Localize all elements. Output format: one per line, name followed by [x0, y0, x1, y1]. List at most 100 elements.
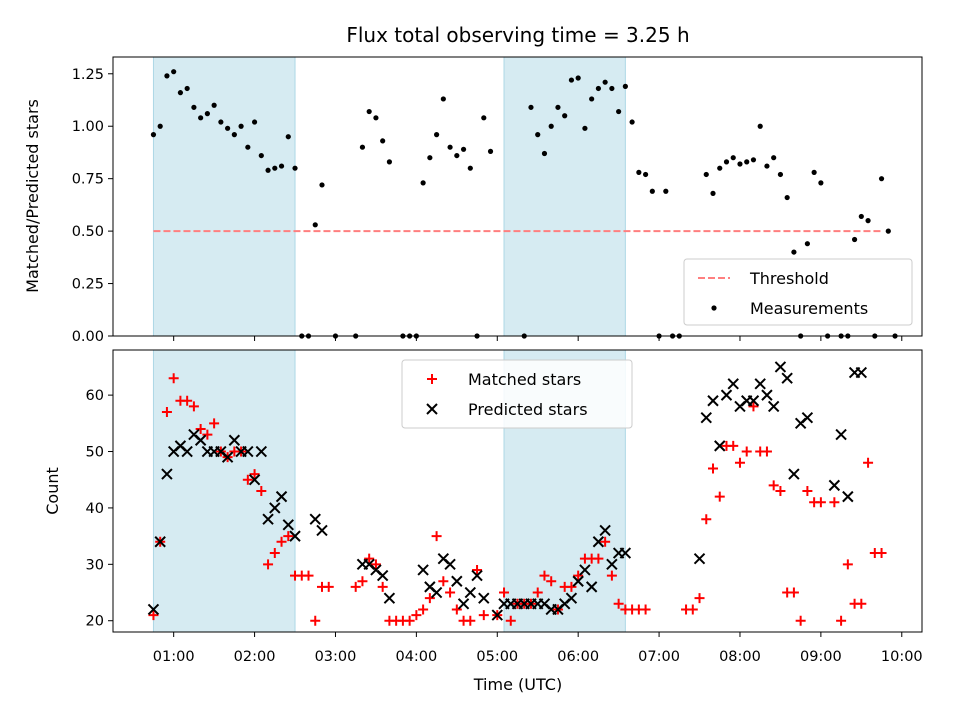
- predicted-star-point: [693, 552, 706, 565]
- predicted-star-point: [309, 513, 321, 525]
- observing-window-span: [503, 56, 626, 337]
- measurement-point: [744, 159, 750, 165]
- matched-star-point: [465, 615, 476, 626]
- predicted-star-point: [727, 378, 739, 390]
- ratio-legend: Threshold Measurements: [683, 258, 913, 326]
- matched-star-point: [249, 469, 260, 480]
- measurement-point: [791, 249, 797, 255]
- measurement-point: [150, 132, 157, 138]
- ratio-y-axis-label: Matched/Predicted stars: [23, 99, 42, 293]
- ratio-y-ticks: 0.00 0.25 0.50 0.75 1.00 1.25: [72, 67, 113, 345]
- measurement-point: [609, 85, 615, 92]
- matched-star-point: [863, 457, 874, 468]
- ratio-plot: 0.00 0.25 0.50 0.75 1.00 1.25 Matched/Predict…: [23, 56, 923, 345]
- predicted-star-point: [457, 598, 470, 610]
- predicted-star-point: [464, 586, 477, 599]
- measurement-point: [737, 161, 743, 167]
- matched-star-point: [472, 564, 483, 575]
- matched-star-point: [499, 587, 510, 598]
- predicted-star-point: [585, 581, 598, 593]
- measurement-point: [562, 113, 568, 119]
- measurement-point: [858, 213, 864, 220]
- measurement-point: [771, 155, 777, 161]
- matched-star-point: [269, 548, 280, 559]
- y-tick-label: 0.75: [72, 172, 104, 188]
- matched-star-point: [323, 581, 334, 592]
- matched-star-point: [829, 497, 840, 508]
- matched-star-point: [546, 576, 557, 587]
- matched-star-point: [708, 463, 719, 474]
- legend-label: Measurements: [750, 299, 868, 318]
- predicted-star-point: [430, 586, 443, 599]
- matched-star-point: [802, 486, 813, 496]
- predicted-star-point: [774, 361, 787, 373]
- predicted-star-point: [275, 490, 288, 503]
- matched-star-point: [876, 548, 887, 559]
- measurement-point: [885, 228, 891, 234]
- matched-star-point: [687, 604, 698, 615]
- matched-star-point: [788, 587, 799, 598]
- measurement-point: [629, 119, 635, 125]
- y-tick-label: 0.50: [72, 224, 104, 240]
- measurement-point: [434, 132, 440, 138]
- matched-star-point: [242, 474, 253, 485]
- figure-title: Flux total observing time = 3.25 h: [346, 23, 689, 47]
- predicted-star-point: [835, 428, 847, 441]
- x-tick-label: 07:00: [638, 649, 680, 665]
- matched-star-point: [263, 559, 274, 570]
- x-tick-label: 01:00: [153, 649, 195, 665]
- measurement-point: [265, 167, 271, 173]
- predicted-star-point: [599, 524, 611, 537]
- measurement-point: [225, 125, 231, 131]
- measurement-point: [723, 159, 730, 165]
- measurement-point: [535, 132, 541, 138]
- measurement-point: [851, 236, 858, 243]
- predicted-star-point: [781, 372, 793, 384]
- measurement-point: [319, 182, 325, 188]
- measurement-point: [589, 96, 595, 102]
- predicted-star-point: [255, 445, 268, 458]
- matched-star-point: [303, 570, 314, 581]
- matched-star-point: [182, 395, 193, 406]
- measurement-point: [272, 165, 278, 171]
- matched-star-point: [404, 615, 415, 626]
- matched-star-point: [478, 610, 489, 621]
- matched-star-point: [701, 514, 712, 525]
- x-tick-label: 03:00: [315, 649, 357, 665]
- measurement-point: [380, 138, 386, 144]
- matched-star-point: [350, 581, 361, 592]
- x-axis-label: Time (UTC): [473, 675, 562, 694]
- measurement-point: [865, 218, 871, 224]
- matched-star-point: [640, 604, 651, 615]
- measurement-point: [204, 111, 210, 117]
- measurement-point: [730, 155, 736, 161]
- x-tick-label: 04:00: [395, 649, 437, 665]
- legend-label: Threshold: [749, 269, 829, 288]
- ratio-plot-frame: [112, 56, 923, 337]
- matched-star-point: [438, 576, 449, 587]
- measurement-point: [703, 171, 709, 178]
- predicted-star-point: [181, 445, 193, 458]
- legend-predicted-swatch: [426, 403, 438, 415]
- predicted-star-point: [451, 575, 463, 587]
- predicted-star-point: [154, 536, 166, 548]
- predicted-star-point: [242, 445, 254, 458]
- predicted-star-point: [269, 502, 281, 514]
- observing-windows: [152, 56, 626, 337]
- matched-star-point: [573, 570, 584, 581]
- observing-window-span: [152, 56, 296, 337]
- x-tick-label: 05:00: [476, 649, 518, 665]
- measurement-point: [487, 148, 494, 154]
- measurement-point: [636, 169, 642, 175]
- matched-star-point: [161, 407, 172, 418]
- measurement-point: [582, 125, 588, 131]
- matched-star-point: [748, 401, 759, 412]
- predicted-star-point: [700, 411, 712, 424]
- measurement-point: [595, 85, 602, 92]
- measurement-point: [447, 144, 453, 150]
- measurement-point: [373, 115, 379, 121]
- measurement-point: [710, 190, 716, 196]
- predicted-star-point: [855, 366, 868, 379]
- matched-star-point: [364, 553, 375, 564]
